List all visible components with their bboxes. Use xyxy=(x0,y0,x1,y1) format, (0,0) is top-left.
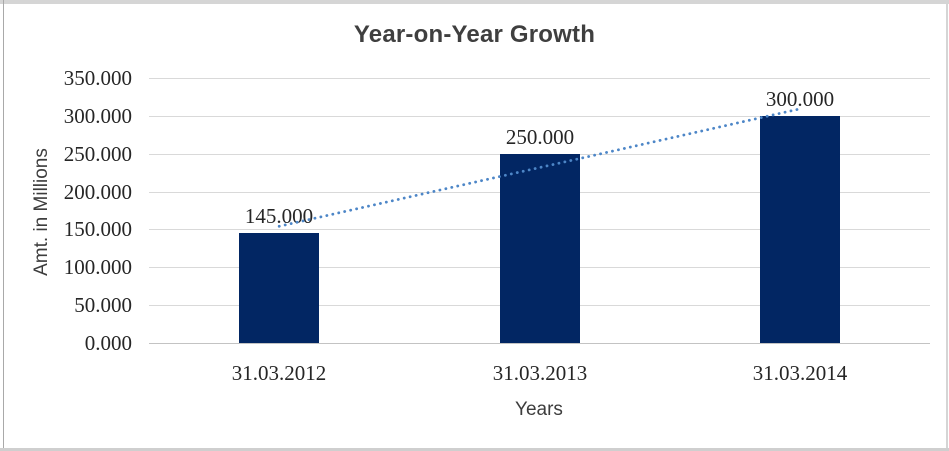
frame-border-left xyxy=(3,0,4,451)
data-label: 250.000 xyxy=(505,125,575,149)
gridline xyxy=(149,78,930,79)
frame-border-bottom xyxy=(0,448,949,451)
bar xyxy=(239,233,319,343)
data-label: 300.000 xyxy=(765,87,835,111)
x-category-label: 31.03.2012 xyxy=(231,361,327,385)
x-axis-title: Years xyxy=(515,399,563,420)
y-tick-label: 100.000 xyxy=(63,255,132,279)
x-category-label: 31.03.2013 xyxy=(492,361,588,385)
frame-border-right xyxy=(946,0,948,451)
y-tick-label: 200.000 xyxy=(63,180,132,204)
y-tick-label: 50.000 xyxy=(74,293,132,317)
y-tick-label: 350.000 xyxy=(63,66,132,90)
y-tick-label: 150.000 xyxy=(63,217,132,241)
y-tick-label: 0.000 xyxy=(84,331,132,355)
y-tick-label: 300.000 xyxy=(63,104,132,128)
data-label: 145.000 xyxy=(244,204,314,228)
bar xyxy=(500,154,580,343)
y-tick-label: 250.000 xyxy=(63,142,132,166)
x-axis-line xyxy=(149,343,930,344)
frame-border-top xyxy=(0,0,949,4)
x-category-label: 31.03.2014 xyxy=(752,361,848,385)
bar xyxy=(760,116,840,343)
chart-title: Year-on-Year Growth xyxy=(353,21,596,48)
